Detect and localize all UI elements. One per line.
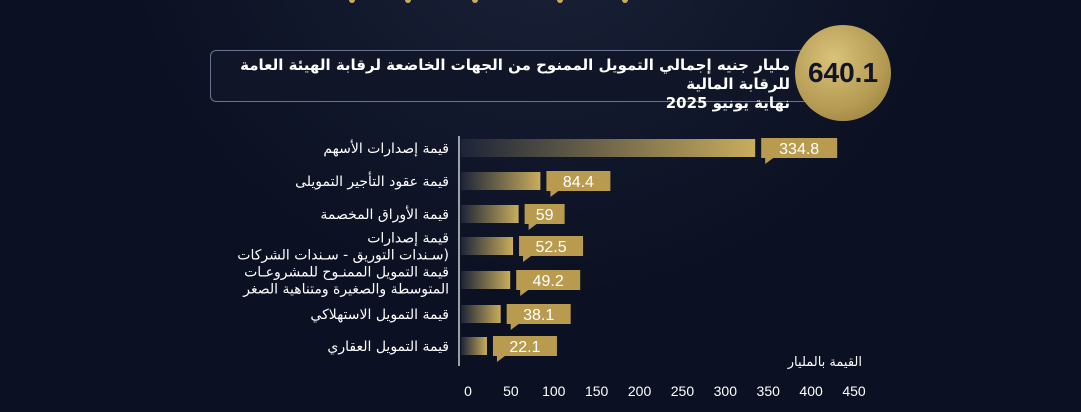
data-label-text: 22.1 — [509, 339, 540, 356]
data-label-pointer — [520, 290, 529, 296]
data-label-text: 52.5 — [535, 239, 566, 256]
data-label-pointer — [550, 191, 559, 197]
x-tick-label: 300 — [714, 383, 738, 399]
data-label-text: 38.1 — [523, 307, 554, 324]
x-tick-label: 150 — [585, 383, 609, 399]
x-tick-label: 450 — [842, 383, 866, 399]
x-tick-label: 250 — [671, 383, 695, 399]
bar — [461, 271, 511, 289]
data-label-text: 334.8 — [779, 141, 819, 158]
top-decoration — [349, 0, 628, 3]
data-label-text: 59 — [536, 207, 554, 224]
x-tick-label: 400 — [799, 383, 823, 399]
data-label: 84.4 — [546, 171, 611, 197]
data-label-pointer — [765, 158, 774, 164]
x-tick-label: 200 — [628, 383, 652, 399]
data-label-text: 84.4 — [563, 174, 594, 191]
data-label-box — [761, 138, 838, 158]
bar — [461, 237, 514, 255]
headline-box — [210, 50, 824, 102]
bar — [461, 172, 541, 190]
data-label-box — [516, 270, 581, 290]
data-label-pointer — [510, 324, 519, 330]
category-label: قيمة التمويل الاستهلاكي — [310, 307, 449, 323]
x-tick-label: 0 — [464, 383, 472, 399]
data-label-box — [524, 204, 565, 224]
category-label: المتوسطة والصغيرة ومتناهية الصغر — [242, 282, 449, 298]
data-label-text: 49.2 — [533, 273, 564, 290]
data-label: 38.1 — [506, 304, 571, 330]
bar — [461, 337, 487, 355]
data-label: 49.2 — [516, 270, 581, 296]
headline: مليار جنيه إجمالي التمويل الممنوح من الج… — [230, 56, 790, 113]
data-label-box — [519, 236, 584, 256]
total-value-badge: 640.1 — [795, 25, 891, 121]
category-label: قيمة التمويل العقاري — [327, 339, 449, 355]
headline-line-1: مليار جنيه إجمالي التمويل الممنوح من الج… — [240, 56, 790, 93]
category-label: قيمة عقود التأجير التمويلى — [295, 171, 449, 190]
bar — [461, 305, 501, 323]
bar — [461, 205, 519, 223]
x-tick-label: 350 — [757, 383, 781, 399]
data-label: 52.5 — [519, 236, 584, 262]
data-label: 22.1 — [492, 336, 557, 362]
category-label: قيمة إصدارات — [367, 231, 449, 247]
data-label-box — [546, 171, 611, 191]
category-label: قيمة التمويل الممنـوح للمشروعـات — [244, 265, 449, 281]
x-axis-label: القيمة بالمليار — [787, 355, 862, 370]
x-tick-label: 100 — [542, 383, 566, 399]
category-label: (سـندات التوريق - سـندات الشركات — [237, 248, 449, 264]
bar — [461, 139, 756, 157]
data-label-pointer — [528, 224, 537, 230]
data-label: 334.8 — [761, 138, 838, 164]
headline-line-2: نهاية يونيو 2025 — [665, 94, 790, 112]
x-tick-label: 50 — [503, 383, 519, 399]
data-label-box — [492, 336, 557, 356]
category-label: قيمة إصدارات الأسهم — [323, 139, 449, 157]
category-label: قيمة الأوراق المخصمة — [320, 205, 449, 223]
data-label-pointer — [523, 256, 532, 262]
data-label-pointer — [496, 356, 505, 362]
data-label-box — [506, 304, 571, 324]
data-label: 59 — [524, 204, 565, 230]
